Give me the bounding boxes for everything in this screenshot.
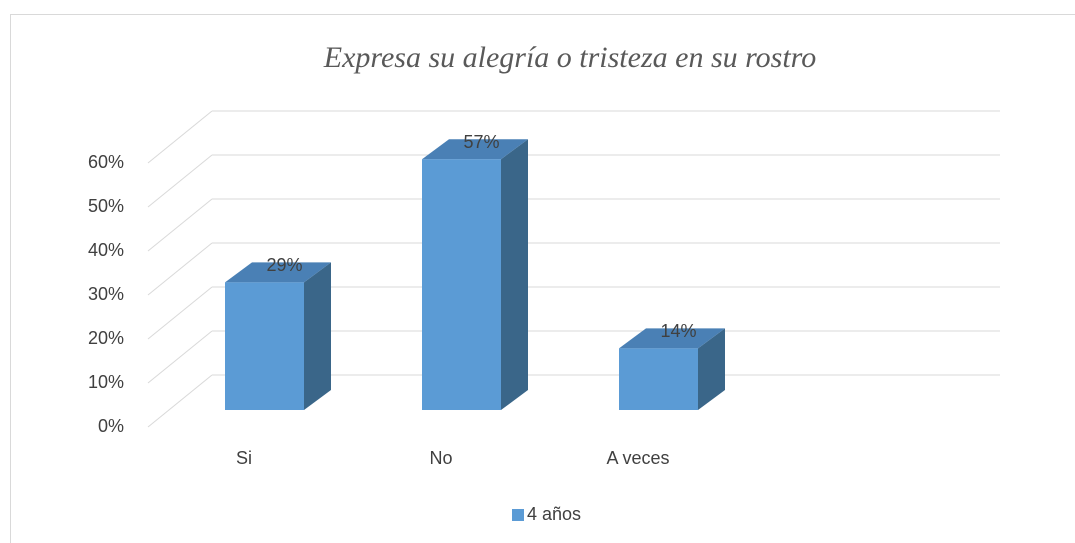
bar-top [619, 328, 725, 349]
y-tick-label: 30% [88, 284, 124, 304]
x-tick-label: No [429, 448, 452, 468]
legend-label: 4 años [527, 504, 581, 524]
bar-top [225, 262, 331, 283]
y-tick-label: 0% [98, 416, 124, 436]
bar-side [501, 139, 528, 410]
bar-side [304, 262, 331, 410]
y-tick-label: 40% [88, 240, 124, 260]
x-tick-label: A veces [606, 448, 669, 468]
y-tick-label: 60% [88, 152, 124, 172]
grid-line [147, 374, 213, 428]
y-tick-label: 10% [88, 372, 124, 392]
bar-side [698, 328, 725, 410]
bar-top [422, 139, 528, 160]
chart-title: Expresa su alegría o tristeza en su rost… [323, 41, 817, 74]
bar [225, 282, 304, 410]
legend-swatch [512, 509, 524, 521]
grid-line [147, 286, 213, 340]
value-label: 57% [463, 132, 499, 152]
grid-line [147, 154, 213, 208]
bar [619, 348, 698, 410]
y-tick-label: 20% [88, 328, 124, 348]
value-label: 29% [266, 255, 302, 275]
x-tick-label: Si [236, 448, 252, 468]
bar [422, 159, 501, 410]
value-label: 14% [660, 321, 696, 341]
grid-line [147, 110, 213, 164]
grid-line [147, 242, 213, 296]
chart-border [10, 14, 1075, 543]
y-tick-label: 50% [88, 196, 124, 216]
grid-line [147, 330, 213, 384]
grid-line [147, 198, 213, 252]
